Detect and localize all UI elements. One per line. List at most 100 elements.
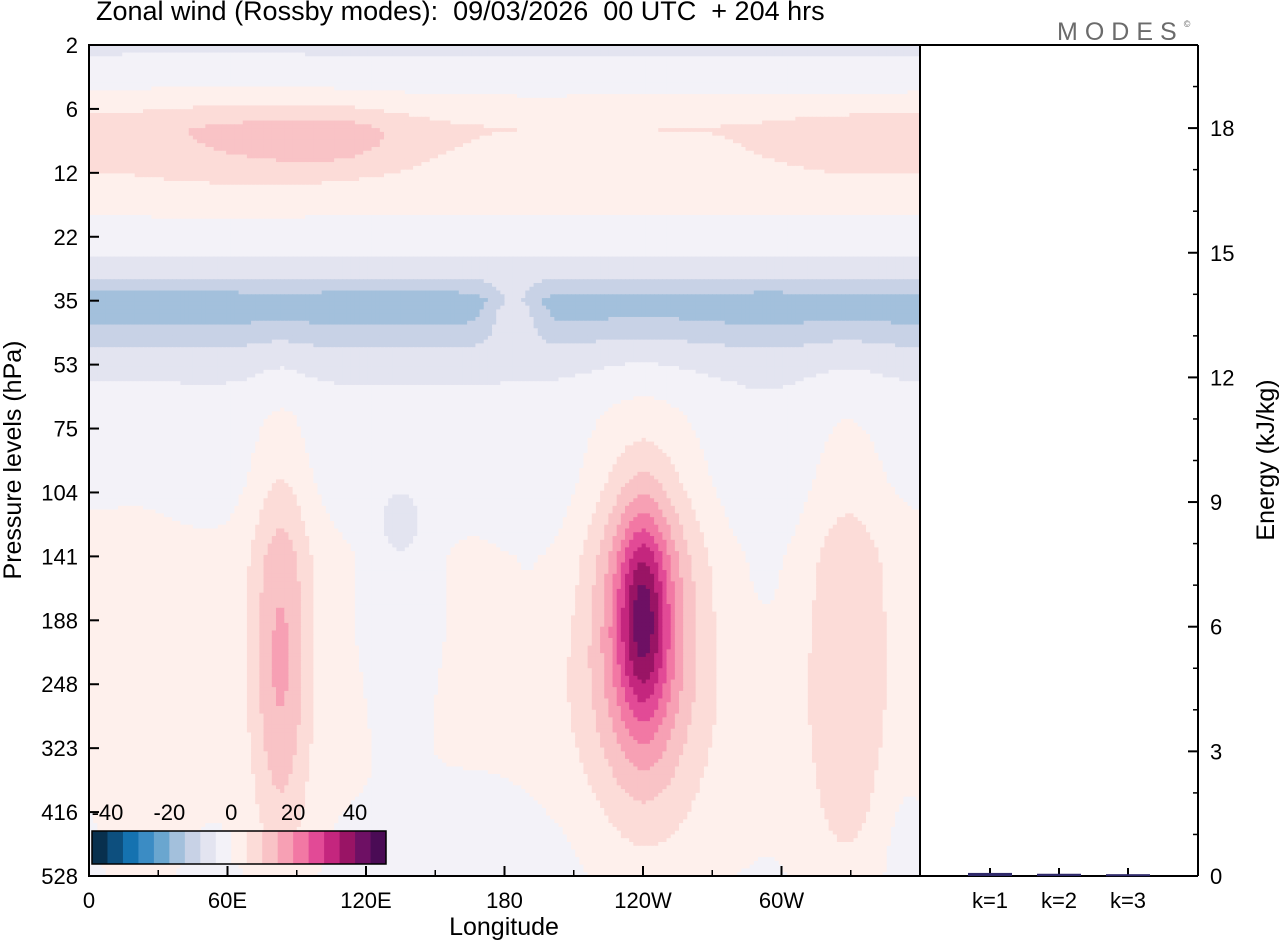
contour-cell	[296, 128, 302, 133]
contour-cell	[895, 124, 900, 129]
contour-cell	[317, 131, 323, 137]
contour-cell	[836, 75, 842, 80]
contour-cell	[516, 94, 522, 99]
contour-cell	[641, 120, 647, 125]
contour-cell	[122, 67, 127, 73]
contour-cell	[292, 86, 298, 91]
contour-cell	[188, 101, 194, 107]
contour-cell	[633, 56, 639, 61]
contour-cell	[159, 86, 165, 91]
contour-cell	[645, 56, 651, 61]
contour-cell	[467, 105, 472, 110]
contour-cell	[766, 101, 772, 107]
contour-cell	[251, 124, 256, 129]
contour-cell	[620, 116, 626, 122]
contour-cell	[118, 56, 123, 61]
contour-cell	[487, 75, 493, 80]
contour-cell	[774, 75, 780, 80]
contour-cell	[890, 67, 896, 73]
contour-cell	[462, 48, 468, 54]
contour-cell	[209, 48, 215, 54]
contour-cell	[787, 86, 792, 91]
contour-cell	[641, 82, 647, 88]
contour-cell	[562, 82, 568, 88]
contour-cell	[275, 101, 281, 107]
contour-cell	[911, 60, 917, 65]
contour-cell	[280, 48, 285, 54]
contour-cell	[408, 124, 414, 129]
contour-cell	[608, 97, 614, 103]
contour-cell	[807, 120, 813, 125]
contour-cell	[483, 128, 489, 133]
contour-cell	[683, 105, 688, 110]
contour-cell	[708, 101, 713, 107]
contour-cell	[492, 124, 497, 129]
contour-cell	[89, 71, 94, 76]
contour-cell	[267, 94, 273, 99]
contour-cell	[720, 71, 726, 76]
contour-cell	[853, 63, 859, 69]
contour-cell	[566, 135, 572, 141]
contour-cell	[325, 101, 331, 107]
contour-cell	[666, 45, 672, 50]
contour-cell	[192, 86, 198, 91]
contour-cell	[188, 48, 194, 54]
contour-cell	[770, 120, 776, 125]
contour-cell	[845, 56, 850, 61]
contour-cell	[500, 124, 506, 129]
contour-cell	[354, 86, 360, 91]
contour-cell	[396, 128, 402, 133]
contour-cell	[471, 71, 477, 76]
contour-cell	[288, 82, 294, 88]
contour-cell	[130, 56, 136, 61]
contour-cell	[392, 116, 398, 122]
contour-cell	[284, 135, 290, 141]
contour-cell	[130, 128, 136, 133]
contour-cell	[454, 82, 460, 88]
contour-cell	[396, 101, 402, 107]
contour-cell	[255, 60, 260, 65]
contour-cell	[745, 120, 751, 125]
contour-cell	[878, 48, 884, 54]
contour-cell	[329, 112, 335, 118]
contour-cell	[205, 52, 211, 57]
contour-cell	[874, 112, 880, 118]
contour-cell	[155, 105, 161, 110]
contour-cell	[525, 109, 531, 114]
contour-cell	[271, 56, 277, 61]
contour-cell	[321, 48, 327, 54]
contour-cell	[816, 67, 821, 73]
contour-cell	[641, 131, 647, 137]
contour-cell	[865, 105, 871, 110]
contour-cell	[255, 52, 260, 57]
contour-cell	[342, 120, 348, 125]
contour-cell	[521, 90, 526, 95]
contour-cell	[350, 101, 356, 107]
contour-cell	[695, 135, 701, 141]
contour-cell	[263, 120, 269, 125]
contour-cell	[886, 128, 892, 133]
contour-cell	[579, 97, 585, 103]
contour-cell	[392, 45, 398, 50]
contour-cell	[841, 116, 846, 122]
contour-cell	[674, 75, 680, 80]
contour-cell	[546, 48, 551, 54]
contour-cell	[649, 63, 655, 69]
contour-cell	[251, 48, 256, 54]
contour-cell	[512, 124, 518, 129]
contour-cell	[143, 112, 148, 118]
contour-cell	[737, 109, 742, 114]
contour-cell	[753, 75, 759, 80]
contour-cell	[417, 75, 422, 80]
contour-cell	[350, 120, 356, 125]
contour-cell	[167, 116, 173, 122]
contour-cell	[737, 48, 742, 54]
contour-cell	[134, 71, 140, 76]
contour-cell	[733, 124, 738, 129]
contour-cell	[865, 101, 871, 107]
contour-cell	[836, 131, 842, 137]
contour-cell	[670, 112, 676, 118]
contour-cell	[807, 135, 813, 141]
contour-cell	[388, 48, 393, 54]
contour-cell	[703, 120, 709, 125]
